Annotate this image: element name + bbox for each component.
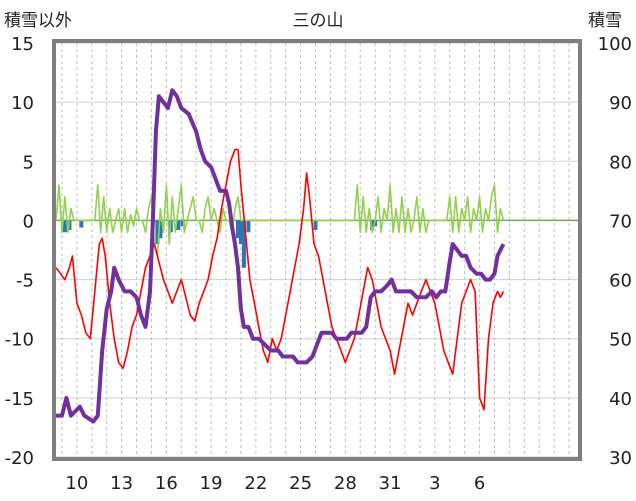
precipitation-bar-11 <box>246 220 251 233</box>
series-lines <box>55 88 506 424</box>
left-tick-label-3: 0 <box>23 211 34 232</box>
precipitation-bar-3 <box>155 220 160 245</box>
right-axis-title: 積雪 <box>588 11 622 31</box>
x-tick-label-9: 6 <box>474 473 485 494</box>
snow-depth-line <box>56 88 506 424</box>
right-tick-label-5: 50 <box>609 330 632 351</box>
precipitation-bar-13 <box>370 220 375 230</box>
temperature-line <box>55 148 505 411</box>
precipitation-bar-0 <box>62 220 67 233</box>
x-tick-label-6: 28 <box>334 473 357 494</box>
plot-frame <box>52 39 582 461</box>
left-tick-label-1: 10 <box>11 93 34 114</box>
grid <box>56 42 578 458</box>
right-tick-label-6: 40 <box>609 389 632 410</box>
left-axis-title: 積雪以外 <box>4 11 72 31</box>
x-tick-label-2: 16 <box>155 473 178 494</box>
right-tick-label-1: 90 <box>609 93 632 114</box>
precipitation-bar-6 <box>176 220 181 230</box>
right-tick-label-0: 100 <box>598 34 632 55</box>
left-tick-label-7: -20 <box>5 448 34 469</box>
precipitation-bar-9 <box>238 220 243 245</box>
right-tick-label-7: 30 <box>609 448 632 469</box>
wind-line <box>55 184 505 257</box>
left-tick-label-2: 5 <box>23 152 34 173</box>
right-tick-label-3: 70 <box>609 211 632 232</box>
right-tick-label-4: 60 <box>609 271 632 292</box>
precipitation-bar-8 <box>235 220 240 239</box>
precipitation-bar-7 <box>180 220 185 227</box>
x-tick-label-1: 13 <box>110 473 133 494</box>
x-tick-label-8: 3 <box>429 473 440 494</box>
left-tick-label-0: 15 <box>11 34 34 55</box>
precipitation-bar-4 <box>158 220 163 239</box>
x-tick-label-3: 19 <box>200 473 223 494</box>
precipitation-bar-2 <box>79 220 84 228</box>
x-tick-label-7: 31 <box>379 473 402 494</box>
right-tick-label-2: 80 <box>609 152 632 173</box>
precipitation-bar-12 <box>313 220 318 230</box>
left-tick-label-4: -5 <box>16 271 34 292</box>
chart-title: 三の山 <box>293 11 344 31</box>
x-tick-label-0: 10 <box>65 473 88 494</box>
left-tick-label-5: -10 <box>5 330 34 351</box>
precipitation-bar-10 <box>241 220 246 268</box>
x-tick-label-4: 22 <box>244 473 267 494</box>
left-tick-label-6: -15 <box>5 389 34 410</box>
x-tick-label-5: 25 <box>289 473 312 494</box>
